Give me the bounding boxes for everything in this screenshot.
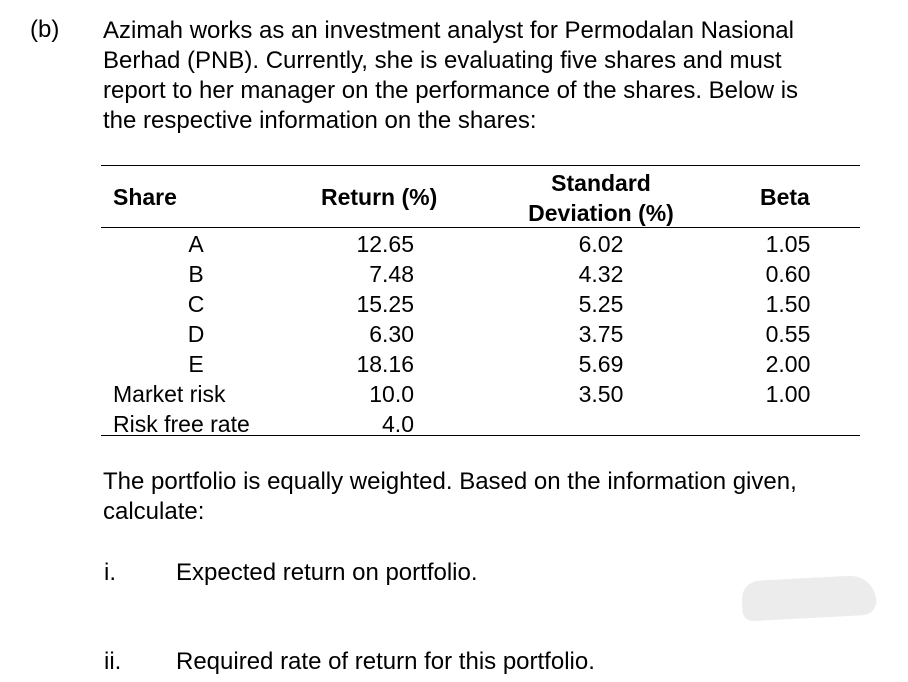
table-row: E 18.16 5.69 2.00: [101, 349, 860, 379]
cell-share: Market risk: [113, 381, 226, 407]
cell-beta: 1.00: [765, 381, 811, 407]
cell-return: 6.30: [369, 321, 414, 347]
cell-share: E: [188, 351, 204, 377]
intro-paragraph: Azimah works as an investment analyst fo…: [103, 16, 883, 136]
cell-beta: 0.55: [765, 321, 811, 347]
table-row: Market risk 10.0 3.50 1.00: [101, 379, 860, 409]
cell-beta: 1.05: [765, 231, 811, 257]
header-sd-line2: Deviation (%): [528, 200, 674, 226]
cell-return: 12.65: [356, 231, 414, 257]
intro-line: report to her manager on the performance…: [103, 77, 799, 104]
cell-beta: 1.50: [765, 291, 811, 317]
sub-question-number: ii.: [104, 648, 122, 675]
cell-share: D: [187, 321, 205, 347]
table-body: A 12.65 6.02 1.05 B 7.48 4.32 0.60 C 15.…: [101, 229, 860, 439]
cell-return: 18.16: [356, 351, 414, 377]
header-share: Share: [113, 184, 177, 210]
table-row: Risk free rate 4.0: [101, 409, 860, 439]
question-label: (b): [30, 16, 60, 43]
intro-line: Berhad (PNB). Currently, she is evaluati…: [103, 47, 782, 74]
cell-return: 4.0: [382, 411, 414, 437]
header-beta: Beta: [760, 184, 810, 210]
intro-line: Azimah works as an investment analyst fo…: [103, 17, 794, 44]
header-standard-deviation: Standard Deviation (%): [516, 168, 686, 228]
cell-return: 15.25: [356, 291, 414, 317]
table-row: A 12.65 6.02 1.05: [101, 229, 860, 259]
header-return: Return (%): [321, 184, 438, 210]
cell-return: 10.0: [369, 381, 414, 407]
table-bottom-rule: [101, 435, 860, 436]
erased-smudge: [741, 574, 877, 622]
cell-share: Risk free rate: [113, 411, 250, 437]
cell-sd: 3.50: [578, 381, 624, 407]
cell-beta: 0.60: [765, 261, 811, 287]
table-row: B 7.48 4.32 0.60: [101, 259, 860, 289]
instructions-line: calculate:: [103, 498, 205, 525]
cell-sd: 3.75: [578, 321, 624, 347]
instructions-paragraph: The portfolio is equally weighted. Based…: [103, 467, 883, 527]
cell-sd: 4.32: [578, 261, 624, 287]
intro-line: the respective information on the shares…: [103, 107, 537, 134]
table-row: C 15.25 5.25 1.50: [101, 289, 860, 319]
sub-question-text: Expected return on portfolio.: [176, 559, 478, 586]
cell-beta: 2.00: [765, 351, 811, 377]
table-row: D 6.30 3.75 0.55: [101, 319, 860, 349]
instructions-line: The portfolio is equally weighted. Based…: [103, 468, 797, 495]
cell-return: 7.48: [369, 261, 414, 287]
cell-sd: 5.69: [578, 351, 624, 377]
sub-question-text: Required rate of return for this portfol…: [176, 648, 595, 675]
header-sd-line1: Standard: [551, 170, 651, 196]
cell-share: B: [188, 261, 204, 287]
cell-sd: 5.25: [578, 291, 624, 317]
cell-sd: 6.02: [578, 231, 624, 257]
cell-share: C: [187, 291, 205, 317]
table-header-rule: [101, 227, 860, 228]
cell-share: A: [188, 231, 204, 257]
sub-question-number: i.: [104, 559, 116, 586]
table-top-rule: [101, 165, 860, 166]
